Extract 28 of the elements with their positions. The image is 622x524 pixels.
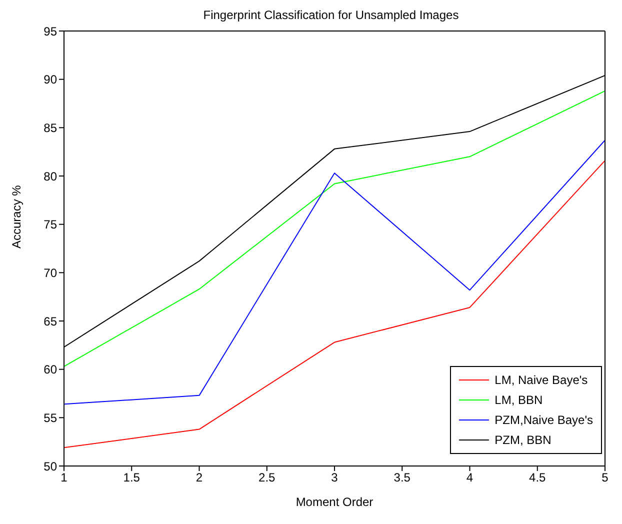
legend-label: PZM, BBN (494, 433, 552, 447)
x-tick-label: 5 (602, 470, 609, 485)
x-axis-title: Moment Order (296, 495, 374, 509)
x-tick-label: 3 (331, 470, 338, 485)
x-tick-label: 4.5 (529, 470, 546, 485)
legend-label: PZM,Naive Baye's (494, 413, 593, 427)
y-tick-label: 55 (44, 410, 58, 425)
chart-title: Fingerprint Classification for Unsampled Images (202, 8, 460, 24)
y-tick-label: 65 (44, 314, 58, 328)
y-tick-label: 60 (44, 362, 58, 377)
x-tick-label: 2.5 (258, 470, 276, 485)
legend-label: LM, BBN (494, 393, 543, 407)
x-tick-label: 3.5 (394, 470, 411, 485)
y-tick-label: 90 (44, 72, 58, 87)
line-series (64, 160, 605, 448)
x-tick-label: 4 (466, 470, 474, 485)
y-tick-label: 80 (44, 169, 58, 184)
x-tick-label: 2 (196, 470, 203, 485)
line-series (64, 140, 605, 405)
y-tick-label: 85 (44, 120, 58, 135)
y-tick-label: 75 (44, 218, 58, 232)
y-tick-label: 95 (44, 24, 58, 38)
legend-label: LM, Naive Baye's (494, 373, 588, 387)
x-tick-label: 1.5 (123, 470, 140, 485)
y-tick-label: 70 (44, 266, 58, 280)
y-tick-label: 50 (44, 459, 58, 474)
x-tick-label: 1 (60, 470, 68, 485)
y-axis-title: Accuracy % (9, 184, 24, 248)
